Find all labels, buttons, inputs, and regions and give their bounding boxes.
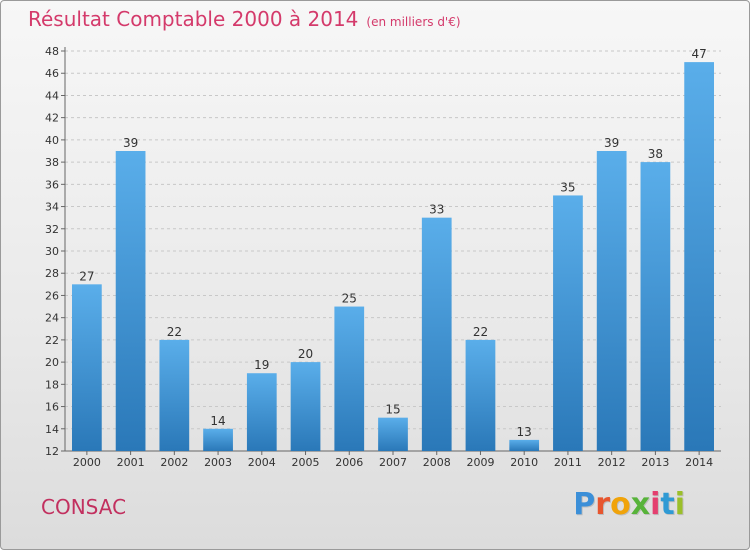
logo-letter: i	[674, 487, 685, 522]
logo-letter: r	[595, 487, 611, 522]
y-tick-label: 24	[45, 312, 59, 325]
x-tick-label: 2010	[510, 456, 538, 469]
y-tick-label: 26	[45, 289, 59, 302]
chart-title-text: Résultat Comptable 2000 à 2014	[28, 7, 359, 31]
bar	[421, 217, 452, 451]
data-label: 15	[385, 403, 400, 417]
y-tick-label: 16	[45, 401, 59, 414]
x-tick-label: 2001	[117, 456, 145, 469]
x-tick-label: 2007	[379, 456, 407, 469]
proxiti-logo: Proxiti	[573, 487, 685, 522]
bar	[203, 428, 233, 451]
x-tick-label: 2009	[466, 456, 494, 469]
data-label: 22	[473, 325, 488, 339]
bar	[334, 306, 365, 451]
bar	[159, 339, 190, 451]
data-label: 19	[254, 358, 269, 372]
y-tick-label: 48	[45, 45, 59, 58]
bar	[640, 162, 671, 451]
logo-letter: t	[660, 487, 675, 522]
chart-subtitle: (en milliers d'€)	[366, 15, 461, 29]
y-tick-label: 22	[45, 334, 59, 347]
data-label: 13	[517, 425, 532, 439]
x-tick-label: 2002	[160, 456, 188, 469]
y-tick-label: 20	[45, 356, 59, 369]
data-label: 35	[560, 180, 575, 194]
bar	[596, 151, 627, 451]
x-tick-label: 2008	[423, 456, 451, 469]
y-tick-label: 14	[45, 423, 59, 436]
data-label: 27	[79, 269, 94, 283]
y-tick-label: 40	[45, 134, 59, 147]
bar	[246, 373, 277, 451]
bar	[509, 439, 540, 451]
x-tick-label: 2011	[554, 456, 582, 469]
data-label: 14	[210, 414, 225, 428]
data-label: 25	[342, 292, 357, 306]
bar	[290, 362, 321, 451]
x-tick-label: 2012	[598, 456, 626, 469]
y-tick-label: 12	[45, 445, 59, 458]
data-label: 39	[604, 136, 619, 150]
data-label: 20	[298, 347, 313, 361]
y-tick-label: 42	[45, 112, 59, 125]
logo-letter: i	[650, 487, 661, 522]
y-tick-label: 18	[45, 378, 59, 391]
bar	[465, 339, 496, 451]
location-label: CONSAC	[41, 495, 127, 519]
bar	[553, 195, 583, 451]
y-tick-label: 38	[45, 156, 59, 169]
logo-letter: x	[630, 487, 651, 522]
y-tick-label: 46	[45, 67, 59, 80]
y-tick-label: 32	[45, 223, 59, 236]
data-label: 33	[429, 203, 444, 217]
bar	[71, 284, 102, 451]
y-tick-label: 28	[45, 267, 59, 280]
y-tick-label: 34	[45, 201, 59, 214]
logo-letter: P	[573, 487, 596, 522]
x-tick-label: 2006	[335, 456, 363, 469]
data-label: 22	[167, 325, 182, 339]
data-label: 39	[123, 136, 138, 150]
x-tick-label: 2004	[248, 456, 276, 469]
x-tick-label: 2014	[685, 456, 713, 469]
logo-letter: o	[610, 487, 631, 522]
bar	[684, 62, 715, 451]
x-tick-label: 2005	[292, 456, 320, 469]
y-tick-label: 36	[45, 178, 59, 191]
data-label: 38	[648, 147, 663, 161]
chart-title: Résultat Comptable 2000 à 2014 (en millie…	[28, 7, 461, 31]
x-tick-label: 2000	[73, 456, 101, 469]
data-label: 47	[691, 47, 706, 61]
bar	[378, 417, 408, 451]
y-tick-label: 30	[45, 245, 59, 258]
y-tick-label: 44	[45, 89, 59, 102]
bar	[115, 151, 146, 451]
x-tick-label: 2013	[641, 456, 669, 469]
x-tick-label: 2003	[204, 456, 232, 469]
